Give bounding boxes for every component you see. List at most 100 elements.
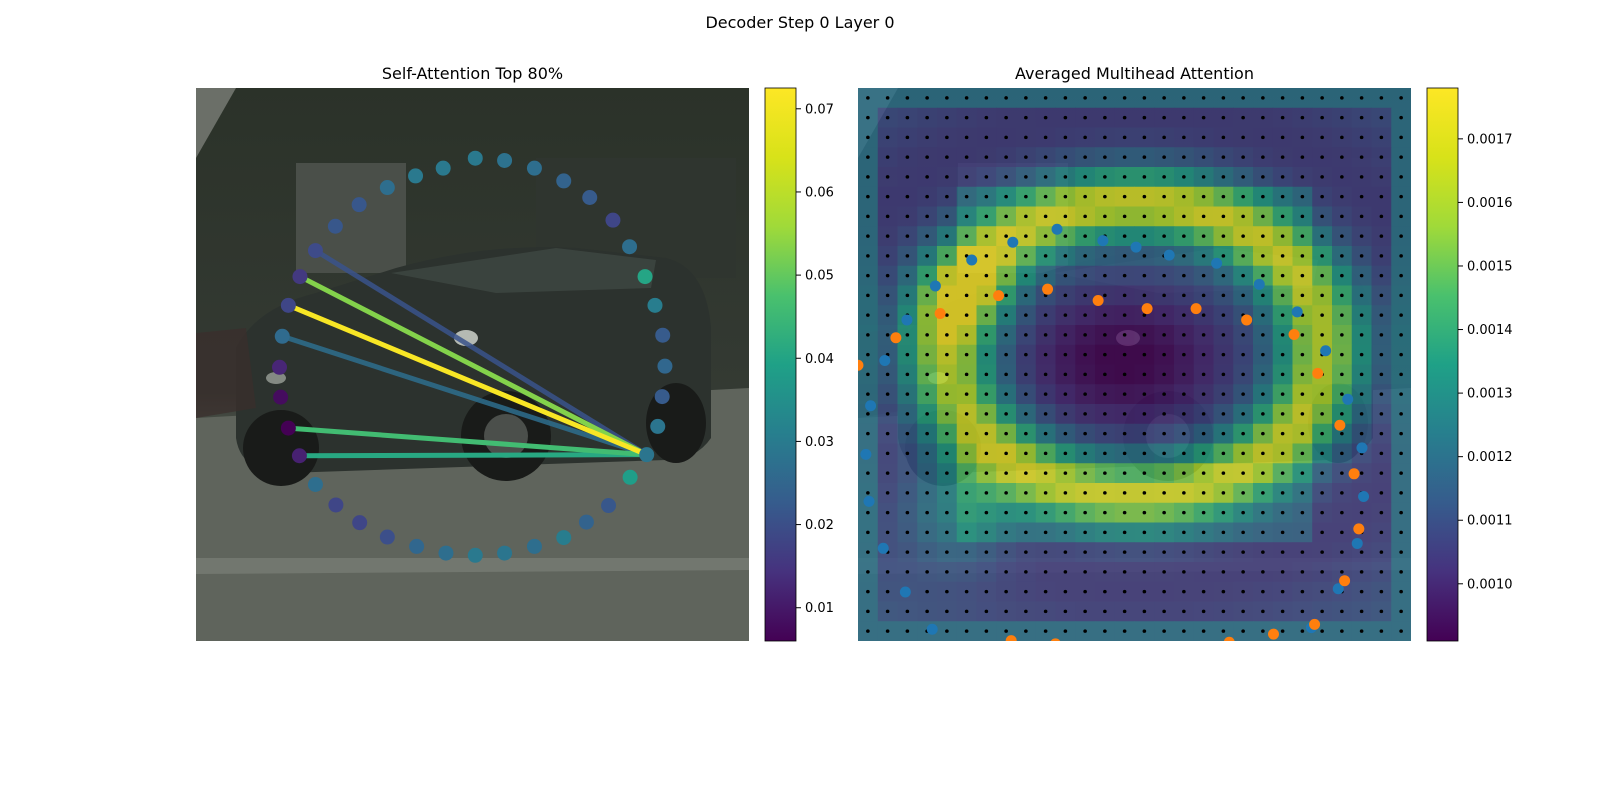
grid-dot [1122, 589, 1127, 594]
grid-dot [1201, 273, 1206, 278]
grid-dot [945, 570, 949, 574]
query-points [272, 150, 673, 563]
grid-dot [1083, 451, 1087, 456]
grid-dot [1083, 313, 1087, 317]
grid-dot [885, 589, 890, 594]
grid-dot [1320, 155, 1324, 159]
attention-edges [281, 248, 649, 459]
reference-point [1051, 223, 1063, 235]
grid-dot [925, 570, 929, 574]
grid-dot [1083, 273, 1087, 278]
grid-dot [885, 412, 890, 416]
grid-dot [1122, 254, 1127, 258]
grid-dot [1004, 550, 1008, 554]
grid-dot [964, 234, 969, 238]
grid-dot [1142, 313, 1147, 317]
grid-dot [945, 155, 949, 159]
grid-dot [1280, 214, 1285, 219]
grid-dot [1399, 629, 1403, 633]
grid-dot [866, 155, 870, 159]
grid-dot [1043, 175, 1048, 179]
grid-dot [1083, 214, 1087, 219]
grid-dot [1359, 609, 1364, 614]
figure-title: Decoder Step 0 Layer 0 [705, 13, 895, 32]
grid-dot [925, 589, 929, 594]
grid-dot [984, 530, 989, 535]
grid-dot [945, 451, 949, 456]
grid-dot [1122, 491, 1127, 495]
query-point [497, 545, 513, 561]
grid-dot [1379, 372, 1384, 377]
grid-dot [1280, 135, 1285, 140]
grid-dot [1182, 570, 1186, 574]
grid-dot [1024, 530, 1028, 535]
grid-dot [1024, 96, 1028, 100]
sampling-point [1334, 419, 1346, 431]
grid-dot [1221, 412, 1226, 416]
grid-dot [1024, 609, 1028, 614]
grid-dot [1300, 254, 1305, 258]
grid-dot [1083, 609, 1087, 614]
grid-dot [1162, 313, 1166, 317]
sampling-point [1180, 642, 1191, 653]
grid-dot [1221, 471, 1226, 475]
sampling-point [890, 332, 902, 344]
grid-dot [1063, 214, 1068, 219]
grid-dot [1320, 570, 1324, 574]
grid-dot [1103, 530, 1107, 535]
grid-dot [945, 234, 949, 238]
grid-dot [905, 194, 910, 199]
grid-dot [1280, 510, 1285, 515]
grid-dot [1142, 372, 1147, 377]
grid-dot [1004, 412, 1008, 416]
sampling-point [1241, 314, 1253, 326]
colorbar-tick-label: 0.0014 [1467, 323, 1513, 338]
grid-dot [1280, 155, 1285, 159]
colorbar-tick-label: 0.0016 [1467, 196, 1513, 211]
grid-dot [1221, 510, 1226, 515]
grid-dot [885, 155, 890, 159]
grid-dot [1241, 392, 1245, 396]
grid-dot [1241, 550, 1245, 554]
grid-dot [905, 293, 910, 298]
grid-dot [1122, 609, 1127, 614]
grid-dot [866, 412, 870, 416]
grid-dot [866, 175, 870, 179]
colorbar-tick-label: 0.0015 [1467, 259, 1513, 274]
grid-dot [1063, 96, 1068, 100]
grid-dot [1300, 530, 1305, 535]
sampling-point [968, 645, 979, 656]
grid-dot [905, 214, 910, 219]
grid-dot [1103, 471, 1107, 475]
grid-dot [1162, 431, 1166, 436]
grid-dot [984, 273, 989, 278]
grid-dot [1182, 609, 1186, 614]
grid-dot [1162, 135, 1166, 140]
sampling-point [1339, 575, 1351, 587]
grid-dot [1162, 372, 1166, 377]
grid-dot [1221, 313, 1226, 317]
grid-dot [925, 234, 929, 238]
grid-dot [964, 194, 969, 199]
colorbar-tick-label: 0.0017 [1467, 132, 1513, 147]
sampling-point [819, 397, 830, 408]
grid-dot [1142, 609, 1147, 614]
grid-dot [1300, 629, 1305, 633]
grid-dot [1024, 629, 1028, 633]
grid-dot [1103, 491, 1107, 495]
grid-dot [1241, 273, 1245, 278]
grid-dot [1122, 313, 1127, 317]
grid-dot [1083, 175, 1087, 179]
grid-dot [1359, 629, 1364, 633]
grid-dot [1261, 570, 1265, 574]
reference-point [1047, 693, 1058, 704]
query-point [605, 212, 621, 228]
grid-dot [1201, 451, 1206, 456]
grid-dot [1261, 293, 1265, 298]
grid-dot [1103, 254, 1107, 258]
grid-dot [1004, 273, 1008, 278]
grid-dot [885, 234, 890, 238]
grid-dot [984, 431, 989, 436]
grid-dot [925, 530, 929, 535]
grid-dot [1083, 234, 1087, 238]
